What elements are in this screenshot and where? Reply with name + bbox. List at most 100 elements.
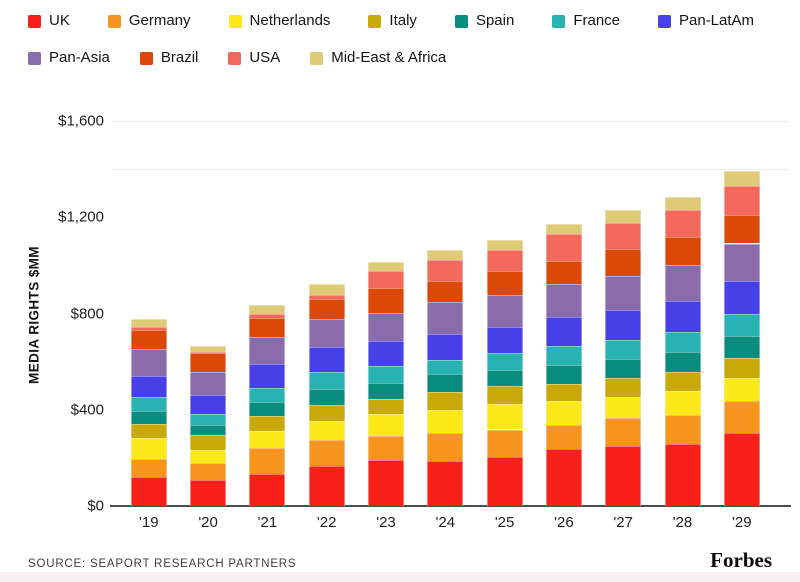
- bar-22-segment-brazil: [308, 299, 345, 319]
- bar-19-segment-germany: [130, 458, 167, 477]
- bar-29-segment-france: [723, 314, 760, 337]
- bar-23-segment-uk: [368, 460, 404, 506]
- bar-25-segment-germany: [486, 429, 523, 458]
- bar-23-segment-france: [368, 365, 404, 383]
- bar-25-segment-france: [486, 352, 523, 370]
- bar-20-segment-italy: [190, 435, 227, 450]
- legend-swatch-pan-asia: [28, 51, 41, 65]
- legend-swatch-pan-latam: [658, 14, 671, 28]
- bar-19-segment-uk: [130, 476, 167, 506]
- bar-22-segment-france: [308, 372, 345, 390]
- bar-26-segment-brazil: [545, 260, 582, 284]
- bar-24-segment-brazil: [427, 281, 464, 303]
- bar-28-segment-mid-east-africa: [664, 197, 701, 210]
- bar-19-segment-brazil: [130, 330, 167, 350]
- bar-24-segment-pan-asia: [427, 302, 464, 335]
- bar-23-segment-netherlands: [368, 413, 404, 436]
- legend-item-germany: Germany: [107, 12, 191, 29]
- bar-25-segment-usa: [486, 249, 523, 272]
- y-tick-800: $800: [70, 305, 104, 322]
- legend-item-france: France: [552, 13, 620, 29]
- legend-swatch-spain: [454, 14, 468, 28]
- x-tick-28: '28: [672, 514, 693, 531]
- forbes-logo: Forbes: [710, 548, 772, 572]
- x-tick-29: '29: [732, 514, 752, 531]
- bar-27-segment-usa: [605, 223, 642, 249]
- legend-item-brazil: Brazil: [139, 49, 199, 66]
- bar-21-segment-italy: [249, 415, 286, 431]
- bar-29: [723, 171, 760, 506]
- bar-22-segment-italy: [308, 404, 345, 421]
- bar-28-segment-france: [664, 332, 701, 352]
- bar-26: [545, 224, 582, 506]
- bar-26-segment-uk: [545, 449, 582, 506]
- legend-label-netherlands: Netherlands: [249, 12, 331, 29]
- x-tick-19: '19: [139, 514, 159, 531]
- x-tick-21: '21: [257, 514, 278, 531]
- legend-item-italy: Italy: [368, 13, 417, 29]
- bar-28-segment-uk: [664, 444, 701, 506]
- legend-row-2: Pan-Asia Brazil USA Mid-East & Africa: [28, 50, 788, 66]
- legend-label-usa: USA: [249, 49, 281, 66]
- bar-22-segment-mid-east-africa: [308, 284, 345, 295]
- bar-26-segment-mid-east-africa: [545, 224, 582, 235]
- bar-19-segment-netherlands: [130, 437, 167, 459]
- bar-27-segment-mid-east-africa: [605, 210, 642, 224]
- bar-19-segment-spain: [130, 411, 167, 424]
- bar-21-segment-usa: [249, 314, 286, 318]
- legend-swatch-usa: [228, 51, 242, 65]
- bar-24-segment-mid-east-africa: [427, 250, 464, 261]
- legend-swatch-germany: [107, 14, 121, 28]
- bar-28-segment-pan-latam: [664, 301, 701, 333]
- bar-21-segment-france: [249, 388, 286, 402]
- legend-item-uk: UK: [28, 13, 70, 29]
- bar-22-segment-pan-asia: [308, 318, 345, 348]
- bar-29-segment-netherlands: [723, 378, 760, 401]
- legend-label-uk: UK: [49, 12, 70, 29]
- bar-26-segment-germany: [545, 425, 582, 450]
- bar-26-segment-pan-latam: [545, 317, 582, 346]
- bar-23-segment-pan-latam: [368, 340, 404, 366]
- bar-26-segment-italy: [545, 383, 582, 402]
- bar-19: [130, 319, 167, 506]
- legend-label-brazil: Brazil: [160, 49, 199, 66]
- bar-20-segment-france: [190, 413, 227, 426]
- bar-27-segment-spain: [605, 358, 642, 378]
- bottom-strip: [0, 572, 800, 582]
- bar-24-segment-usa: [427, 260, 464, 282]
- bar-22-segment-uk: [308, 466, 345, 506]
- x-tick-24: '24: [435, 514, 456, 531]
- bar-19-segment-france: [130, 397, 167, 412]
- bar-24-segment-germany: [427, 432, 464, 461]
- bar-20-segment-pan-asia: [190, 371, 227, 396]
- bar-20: [190, 345, 227, 506]
- legend-swatch-netherlands: [228, 14, 242, 28]
- bar-29-segment-pan-asia: [723, 243, 760, 282]
- legend-label-pan-asia: Pan-Asia: [49, 49, 110, 66]
- bar-20-segment-spain: [190, 425, 227, 436]
- bar-20-segment-brazil: [190, 352, 227, 372]
- legend-item-spain: Spain: [454, 13, 514, 29]
- legend-label-france: France: [573, 12, 620, 29]
- bar-26-segment-netherlands: [545, 401, 582, 426]
- bar-24: [427, 250, 464, 506]
- bar-21-segment-netherlands: [249, 430, 286, 449]
- bar-22-segment-spain: [308, 389, 345, 405]
- bar-19-segment-italy: [130, 423, 167, 438]
- bar-19-segment-pan-asia: [130, 349, 167, 376]
- bar-27-segment-germany: [605, 418, 642, 447]
- x-axis-baseline: [110, 505, 791, 507]
- bar-25-segment-brazil: [486, 271, 523, 295]
- bar-21-segment-brazil: [249, 317, 286, 337]
- bar-27-segment-italy: [605, 377, 642, 397]
- bar-23-segment-mid-east-africa: [368, 262, 404, 271]
- y-tick-400: $400: [70, 401, 104, 419]
- legend-label-germany: Germany: [128, 12, 191, 29]
- legend-item-netherlands: Netherlands: [228, 12, 331, 29]
- bar-25-segment-italy: [486, 386, 523, 405]
- bar-25-segment-pan-latam: [486, 326, 523, 353]
- bar-28-segment-usa: [664, 209, 701, 238]
- bar-24-segment-uk: [427, 460, 464, 506]
- bar-23-segment-brazil: [368, 288, 404, 313]
